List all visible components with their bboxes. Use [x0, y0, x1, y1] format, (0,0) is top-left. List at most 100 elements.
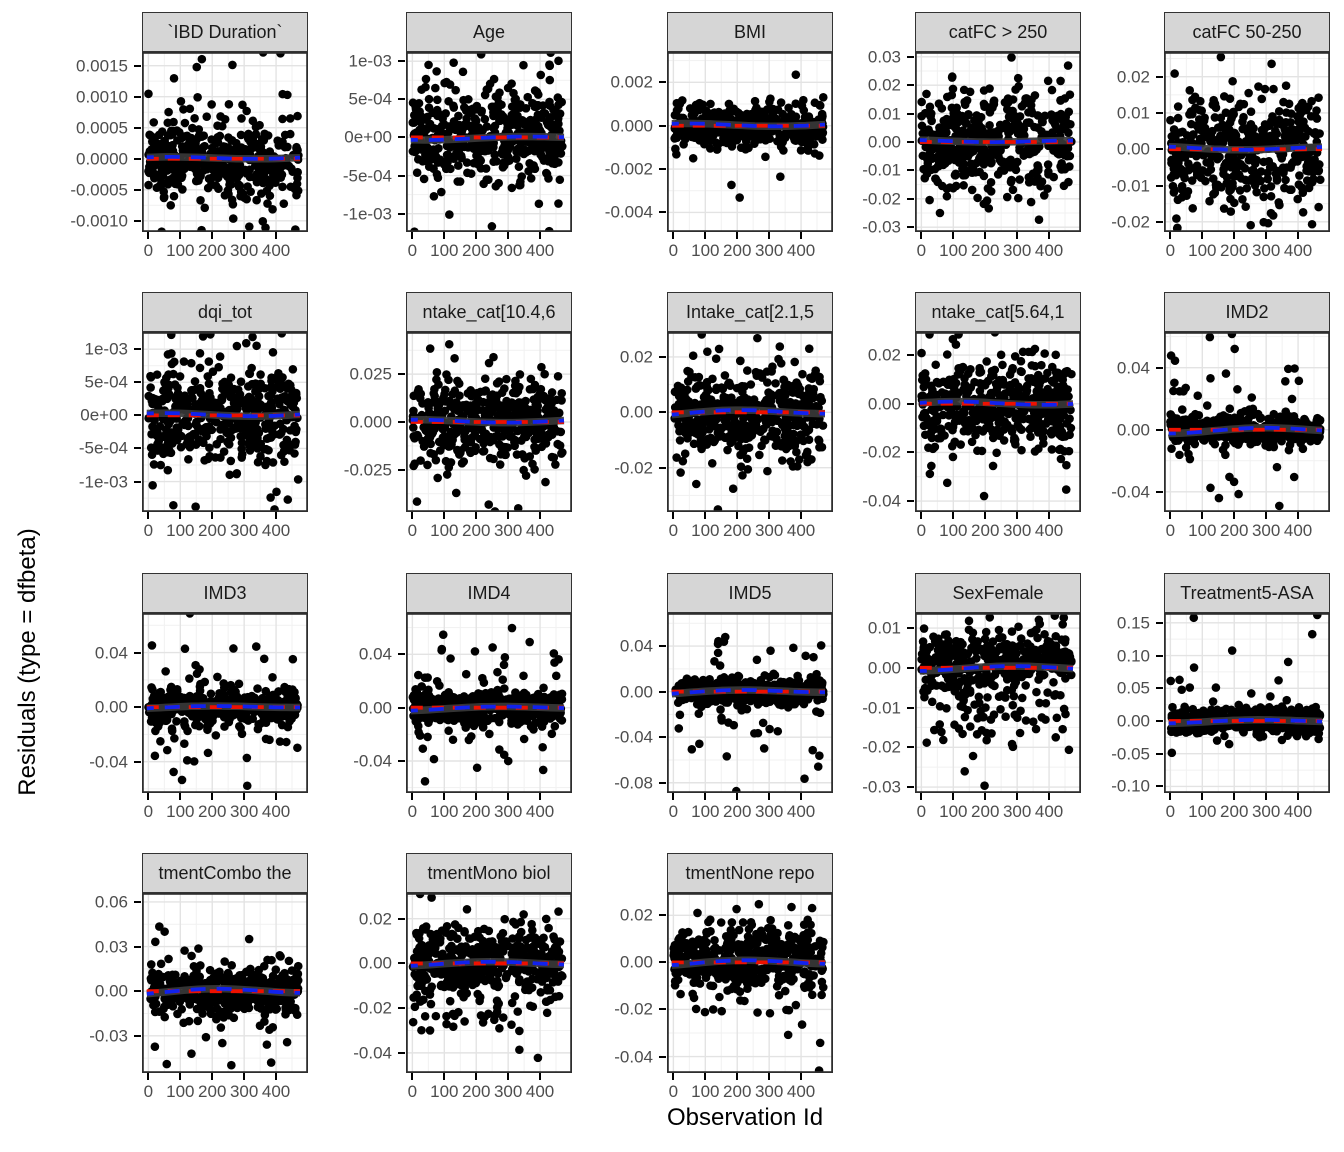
x-tick-mark: [1233, 512, 1236, 519]
y-tick-mark: [1156, 75, 1163, 78]
scatter-plot: [406, 332, 572, 512]
x-tick-label: 100: [1188, 241, 1217, 260]
x-tick-label: 300: [229, 521, 259, 540]
x-tick-label: 200: [462, 802, 491, 821]
x-tick-mark: [984, 793, 987, 800]
x-tick-mark: [475, 1073, 478, 1080]
x-tick-mark: [1169, 512, 1172, 519]
y-tick-label: 0.04: [358, 644, 392, 664]
x-tick-mark: [411, 232, 414, 239]
scatter-plot: [1164, 332, 1330, 512]
x-tick-mark: [984, 512, 987, 519]
y-tick-mark: [659, 736, 666, 739]
scatter-plot: [142, 332, 308, 512]
x-tick-mark: [243, 232, 246, 239]
x-tick-label: 200: [1220, 802, 1249, 821]
x-tick-label: 0: [668, 241, 679, 260]
facet-title: tmentCombo the: [158, 862, 292, 883]
x-tick-label: 400: [786, 1082, 816, 1101]
y-tick-mark: [134, 900, 141, 903]
y-tick-mark: [1156, 621, 1163, 624]
x-tick-mark: [539, 1073, 542, 1080]
facet-strip: Age: [406, 12, 572, 52]
facet-strip: catFC > 250: [915, 12, 1081, 52]
x-tick-label: 300: [754, 241, 784, 260]
x-tick-label: 0: [143, 1082, 154, 1101]
x-tick-mark: [984, 232, 987, 239]
y-tick-mark: [398, 136, 405, 139]
x-tick-mark: [672, 232, 675, 239]
scatter-plot: [406, 52, 572, 232]
x-tick-label: 200: [198, 802, 227, 821]
y-tick-label: 0.00: [619, 402, 653, 422]
x-tick-label: 200: [723, 802, 752, 821]
x-tick-mark: [475, 512, 478, 519]
x-tick-label: 0: [407, 802, 418, 821]
y-tick-mark: [134, 126, 141, 129]
x-tick-label: 400: [261, 1082, 291, 1101]
x-tick-mark: [768, 1073, 771, 1080]
facet-title: SexFemale: [952, 582, 1044, 603]
y-tick-mark: [134, 414, 141, 417]
x-tick-label: 0: [407, 1082, 418, 1101]
x-tick-mark: [672, 512, 675, 519]
y-tick-mark: [659, 1055, 666, 1058]
y-tick-mark: [398, 1007, 405, 1010]
x-tick-mark: [1169, 793, 1172, 800]
y-tick-label: 0.04: [94, 643, 128, 663]
y-tick-mark: [1156, 752, 1163, 755]
x-tick-mark: [211, 793, 214, 800]
x-tick-mark: [736, 512, 739, 519]
x-tick-mark: [1265, 232, 1268, 239]
scatter-plot: [142, 613, 308, 793]
facet-strip: IMD5: [667, 573, 833, 613]
y-tick-mark: [907, 402, 914, 405]
x-tick-mark: [704, 512, 707, 519]
x-tick-label: 100: [430, 521, 459, 540]
facet-strip: BMI: [667, 12, 833, 52]
x-tick-mark: [475, 232, 478, 239]
x-tick-label: 200: [971, 521, 1000, 540]
y-tick-label: 0.00: [358, 698, 392, 718]
x-tick-mark: [179, 232, 182, 239]
x-tick-label: 300: [1251, 802, 1281, 821]
x-tick-mark: [920, 512, 923, 519]
x-tick-mark: [736, 1073, 739, 1080]
facet-title: ntake_cat[10.4,6: [422, 301, 556, 322]
x-tick-label: 200: [1220, 521, 1249, 540]
x-tick-label: 0: [1165, 802, 1176, 821]
y-tick-label: 0.06: [94, 892, 128, 912]
y-tick-mark: [398, 174, 405, 177]
x-tick-mark: [1297, 232, 1300, 239]
x-tick-mark: [1233, 232, 1236, 239]
scatter-plot: [915, 332, 1081, 512]
facet-strip: IMD4: [406, 573, 572, 613]
y-tick-mark: [398, 60, 405, 63]
y-tick-label: 0.002: [610, 72, 653, 92]
x-axis-title: Observation Id: [666, 1104, 824, 1131]
y-tick-mark: [659, 645, 666, 648]
facet-title: `IBD Duration`: [167, 21, 283, 42]
x-tick-label: 200: [198, 521, 227, 540]
x-tick-label: 0: [143, 802, 154, 821]
facet-strip: IMD2: [1164, 292, 1330, 332]
x-tick-mark: [411, 512, 414, 519]
y-tick-mark: [907, 55, 914, 58]
x-tick-mark: [1201, 793, 1204, 800]
y-tick-label: 0.04: [619, 636, 653, 656]
x-tick-label: 100: [939, 802, 968, 821]
y-tick-label: 0.00: [358, 953, 392, 973]
x-tick-label: 0: [668, 521, 679, 540]
y-tick-label: 1e-03: [84, 339, 128, 359]
x-tick-mark: [800, 793, 803, 800]
x-tick-mark: [243, 793, 246, 800]
y-tick-label: -0.04: [614, 1047, 653, 1067]
x-tick-label: 400: [786, 241, 816, 260]
y-tick-label: -0.02: [353, 998, 392, 1018]
y-tick-mark: [398, 962, 405, 965]
x-tick-label: 300: [229, 802, 259, 821]
facet-strip: IMD3: [142, 573, 308, 613]
x-tick-label: 400: [1283, 802, 1313, 821]
y-tick-label: 0.03: [94, 937, 128, 957]
y-tick-mark: [907, 112, 914, 115]
